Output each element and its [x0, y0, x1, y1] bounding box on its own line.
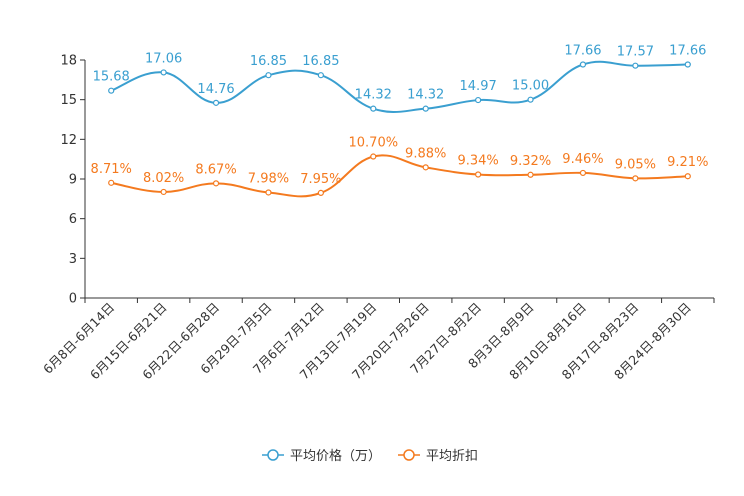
legend-label: 平均折扣: [426, 449, 478, 464]
data-point: [370, 153, 377, 160]
data-point: [475, 171, 482, 178]
data-label: 8.02%: [143, 171, 184, 186]
data-label: 14.32: [407, 88, 444, 103]
y-tick-label: 18: [60, 54, 77, 69]
data-label: 9.05%: [615, 157, 656, 172]
data-label: 9.21%: [667, 155, 708, 170]
data-point: [527, 96, 534, 103]
data-label: 7.95%: [300, 172, 341, 187]
data-point: [317, 72, 324, 79]
data-point: [160, 69, 167, 76]
data-point: [212, 180, 220, 187]
data-label: 9.46%: [562, 152, 603, 167]
data-label: 14.32: [355, 88, 392, 103]
data-point: [108, 179, 115, 186]
data-point: [684, 173, 691, 180]
data-label: 9.32%: [510, 154, 551, 169]
data-label: 16.85: [302, 54, 339, 69]
data-point: [108, 87, 115, 94]
y-tick-label: 15: [60, 93, 77, 108]
legend-marker-icon: [403, 449, 415, 461]
data-label: 10.70%: [349, 136, 399, 151]
data-label: 17.57: [617, 45, 654, 60]
data-label: 8.71%: [91, 162, 132, 177]
data-label: 9.88%: [405, 146, 446, 161]
data-label: 17.66: [564, 43, 601, 58]
data-point: [527, 171, 534, 178]
data-point: [684, 61, 691, 68]
y-tick-label: 12: [60, 133, 77, 148]
data-label: 15.68: [93, 70, 130, 85]
data-label: 16.85: [250, 54, 287, 69]
data-point: [212, 99, 220, 106]
data-label: 9.34%: [457, 154, 498, 169]
data-point: [422, 164, 429, 171]
data-point: [475, 96, 482, 104]
data-label: 14.76: [197, 82, 234, 97]
data-label: 17.06: [145, 51, 182, 66]
data-point: [632, 62, 639, 69]
data-label: 8.67%: [195, 162, 236, 177]
data-label: 7.98%: [248, 171, 289, 186]
data-point: [265, 189, 272, 196]
data-point: [317, 189, 324, 196]
data-label: 15.00: [512, 79, 549, 94]
series-line-1: [111, 154, 688, 198]
data-point: [422, 105, 429, 112]
y-tick-label: 3: [69, 252, 77, 267]
data-point: [265, 72, 272, 79]
legend-marker-icon: [267, 449, 279, 461]
y-tick-label: 9: [69, 173, 77, 188]
data-point: [632, 175, 639, 182]
y-tick-label: 6: [69, 212, 77, 227]
legend-label: 平均价格（万）: [290, 448, 381, 464]
legend: 平均价格（万） 平均折扣: [262, 448, 478, 464]
data-label: 17.66: [669, 43, 706, 58]
data-point: [579, 169, 587, 177]
y-tick-label: 0: [69, 292, 77, 307]
data-point: [160, 188, 167, 196]
data-point: [579, 61, 587, 68]
data-point: [370, 105, 377, 112]
data-label: 14.97: [460, 79, 497, 94]
